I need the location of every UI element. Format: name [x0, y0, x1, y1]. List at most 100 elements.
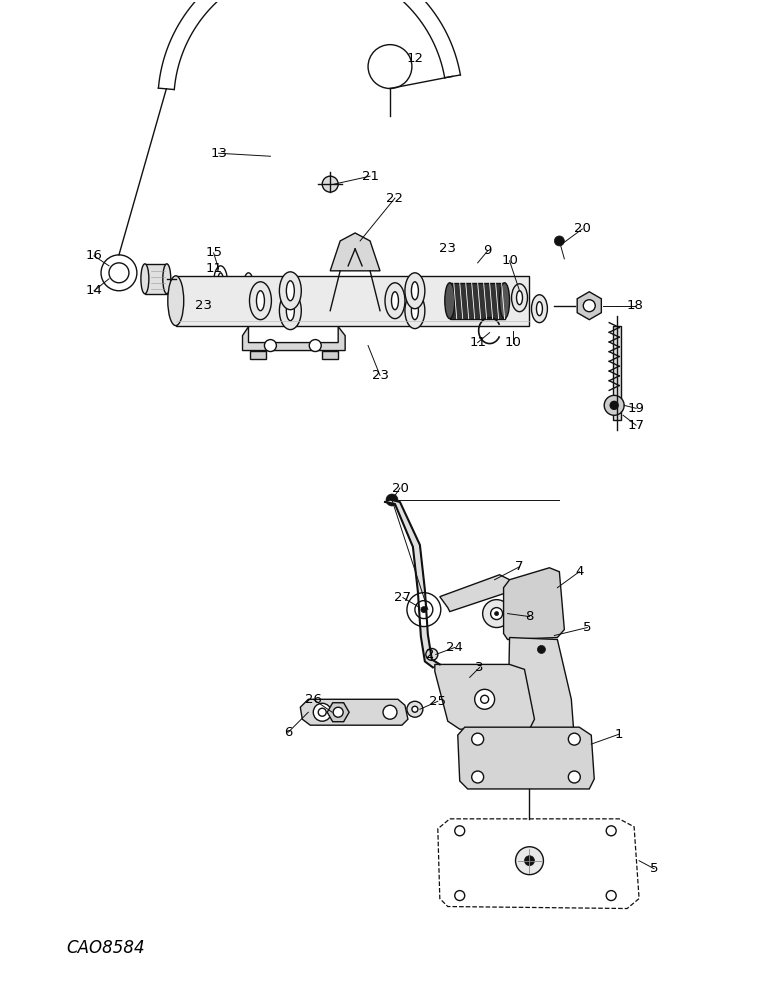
Text: 17: 17 [628, 419, 645, 432]
Text: 14: 14 [86, 284, 103, 297]
Circle shape [524, 856, 534, 866]
Text: 23: 23 [371, 369, 388, 382]
Ellipse shape [516, 291, 523, 305]
Ellipse shape [286, 301, 294, 321]
Polygon shape [145, 264, 167, 294]
Circle shape [383, 705, 397, 719]
Ellipse shape [531, 295, 547, 323]
Circle shape [465, 676, 471, 682]
Text: 19: 19 [628, 402, 645, 415]
Circle shape [606, 891, 616, 901]
Ellipse shape [445, 283, 455, 319]
Text: 1: 1 [615, 728, 624, 741]
Ellipse shape [411, 302, 418, 320]
Text: 5: 5 [583, 621, 591, 634]
Circle shape [475, 689, 495, 709]
Circle shape [537, 645, 546, 653]
Text: 23: 23 [195, 299, 212, 312]
Circle shape [313, 703, 331, 721]
Polygon shape [385, 500, 440, 667]
Circle shape [491, 608, 503, 620]
Text: 22: 22 [387, 192, 404, 205]
Circle shape [554, 236, 564, 246]
Circle shape [109, 263, 129, 283]
Polygon shape [330, 233, 380, 271]
Ellipse shape [405, 273, 425, 309]
Ellipse shape [256, 291, 265, 311]
Ellipse shape [163, 264, 171, 294]
Circle shape [426, 648, 438, 660]
Text: 9: 9 [483, 244, 492, 257]
Text: 4: 4 [575, 565, 584, 578]
Ellipse shape [168, 276, 184, 326]
Text: 13: 13 [210, 147, 227, 160]
Circle shape [101, 255, 137, 291]
Circle shape [412, 706, 418, 712]
Circle shape [604, 395, 624, 415]
Circle shape [310, 340, 321, 352]
Text: 8: 8 [525, 610, 533, 623]
Text: 25: 25 [429, 695, 446, 708]
Text: 5: 5 [650, 862, 659, 875]
Text: 2: 2 [425, 648, 434, 661]
Circle shape [482, 600, 510, 628]
Circle shape [322, 176, 338, 192]
Ellipse shape [243, 273, 253, 299]
Polygon shape [176, 276, 530, 326]
Circle shape [421, 607, 427, 613]
Ellipse shape [385, 283, 405, 319]
Text: 16: 16 [86, 249, 103, 262]
Ellipse shape [286, 281, 294, 301]
Polygon shape [458, 727, 594, 789]
Polygon shape [322, 351, 338, 359]
Polygon shape [440, 575, 510, 612]
Text: 11: 11 [469, 336, 486, 349]
Circle shape [495, 612, 499, 616]
Polygon shape [577, 292, 601, 320]
Ellipse shape [279, 272, 301, 310]
Circle shape [386, 494, 398, 506]
Ellipse shape [141, 264, 149, 294]
Circle shape [265, 340, 276, 352]
Circle shape [318, 708, 327, 716]
Ellipse shape [279, 292, 301, 330]
Polygon shape [300, 699, 408, 725]
Polygon shape [327, 703, 349, 722]
Circle shape [460, 671, 476, 687]
Text: 20: 20 [391, 482, 408, 495]
Text: 10: 10 [501, 254, 518, 267]
Circle shape [584, 300, 595, 312]
Ellipse shape [512, 284, 527, 312]
Ellipse shape [499, 283, 510, 319]
Circle shape [334, 707, 344, 717]
Circle shape [516, 847, 543, 875]
Circle shape [481, 695, 489, 703]
Circle shape [368, 45, 412, 88]
Circle shape [568, 771, 581, 783]
Ellipse shape [391, 292, 398, 310]
Text: 23: 23 [439, 242, 456, 255]
Ellipse shape [405, 293, 425, 329]
Polygon shape [503, 568, 564, 639]
Circle shape [472, 733, 483, 745]
Polygon shape [435, 664, 534, 729]
Text: 12: 12 [406, 52, 423, 65]
Text: 18: 18 [627, 299, 644, 312]
Ellipse shape [218, 273, 224, 293]
Text: 10: 10 [504, 336, 521, 349]
Ellipse shape [249, 282, 272, 320]
Ellipse shape [411, 282, 418, 300]
Circle shape [415, 601, 433, 619]
Circle shape [407, 593, 441, 627]
Text: 21: 21 [361, 170, 378, 183]
Circle shape [455, 891, 465, 901]
Text: 3: 3 [476, 661, 484, 674]
Text: 24: 24 [446, 641, 463, 654]
Text: 20: 20 [574, 222, 591, 235]
Circle shape [610, 401, 618, 409]
Circle shape [455, 826, 465, 836]
Ellipse shape [246, 279, 250, 293]
Polygon shape [507, 638, 574, 744]
Text: 11: 11 [205, 262, 222, 275]
Text: CAO8584: CAO8584 [66, 939, 145, 957]
